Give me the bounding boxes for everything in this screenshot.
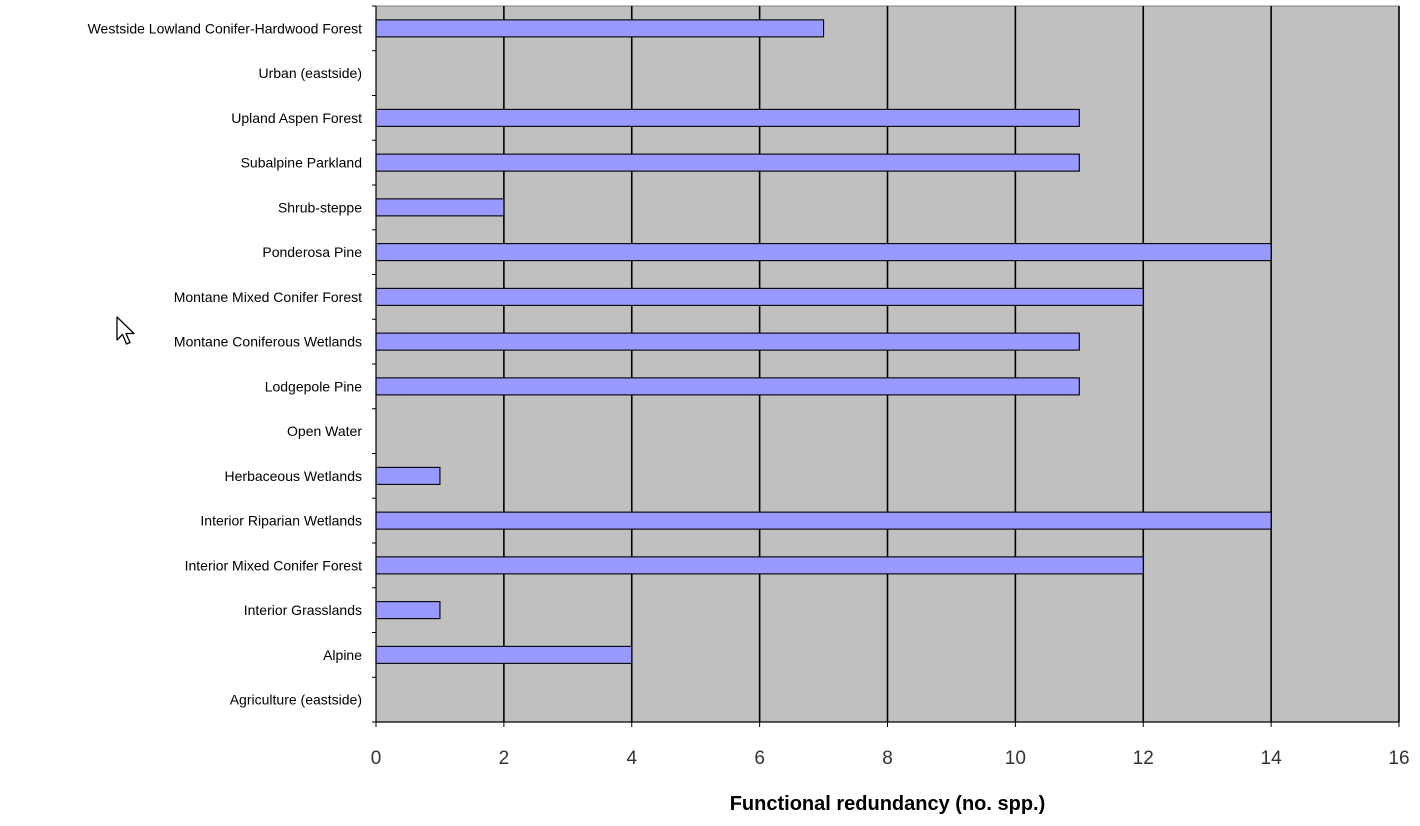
bar bbox=[375, 556, 1144, 575]
x-tick-label: 2 bbox=[499, 748, 510, 769]
category-label: Herbaceous Wetlands bbox=[225, 468, 362, 484]
bar bbox=[375, 108, 1080, 127]
x-tick-label: 12 bbox=[1133, 748, 1154, 769]
bar bbox=[375, 601, 441, 620]
category-label: Shrub-steppe bbox=[278, 199, 362, 215]
bar bbox=[375, 198, 505, 217]
category-label: Urban (eastside) bbox=[259, 65, 363, 81]
x-tick-labels: 0 2 4 6 8 10 12 14 16 bbox=[371, 748, 1410, 769]
x-axis-title: Functional redundancy (no. spp.) bbox=[730, 793, 1046, 815]
category-label: Interior Riparian Wetlands bbox=[200, 513, 362, 529]
category-label: Lodgepole Pine bbox=[265, 378, 363, 394]
bar bbox=[375, 287, 1144, 306]
bar bbox=[375, 466, 441, 485]
x-tick-label: 10 bbox=[1005, 748, 1026, 769]
category-label: Agriculture (eastside) bbox=[230, 692, 362, 708]
category-label: Ponderosa Pine bbox=[262, 244, 362, 260]
bar bbox=[375, 19, 825, 38]
bar bbox=[375, 332, 1080, 351]
axes bbox=[372, 5, 1400, 727]
category-label: Montane Mixed Conifer Forest bbox=[174, 289, 362, 305]
bar bbox=[375, 153, 1080, 172]
category-label: Montane Coniferous Wetlands bbox=[174, 334, 362, 350]
x-tick-label: 8 bbox=[882, 748, 893, 769]
bar bbox=[375, 243, 1272, 262]
mouse-pointer-icon bbox=[116, 316, 135, 345]
x-tick-label: 0 bbox=[371, 748, 382, 769]
category-labels: Westside Lowland Conifer-Hardwood Forest… bbox=[88, 20, 363, 707]
category-label: Westside Lowland Conifer-Hardwood Forest bbox=[88, 20, 363, 36]
bar bbox=[375, 645, 633, 664]
x-tick-label: 6 bbox=[754, 748, 765, 769]
bar bbox=[375, 511, 1272, 530]
category-label: Interior Grasslands bbox=[244, 602, 362, 618]
category-label: Interior Mixed Conifer Forest bbox=[185, 557, 363, 573]
x-tick-label: 16 bbox=[1388, 748, 1409, 769]
category-label: Alpine bbox=[323, 647, 362, 663]
category-label: Open Water bbox=[287, 423, 362, 439]
x-tick-label: 4 bbox=[626, 748, 637, 769]
category-label: Upland Aspen Forest bbox=[231, 110, 362, 126]
category-label: Subalpine Parkland bbox=[241, 155, 362, 171]
bars bbox=[375, 19, 1272, 664]
x-tick-label: 14 bbox=[1261, 748, 1283, 769]
bar bbox=[375, 377, 1080, 396]
